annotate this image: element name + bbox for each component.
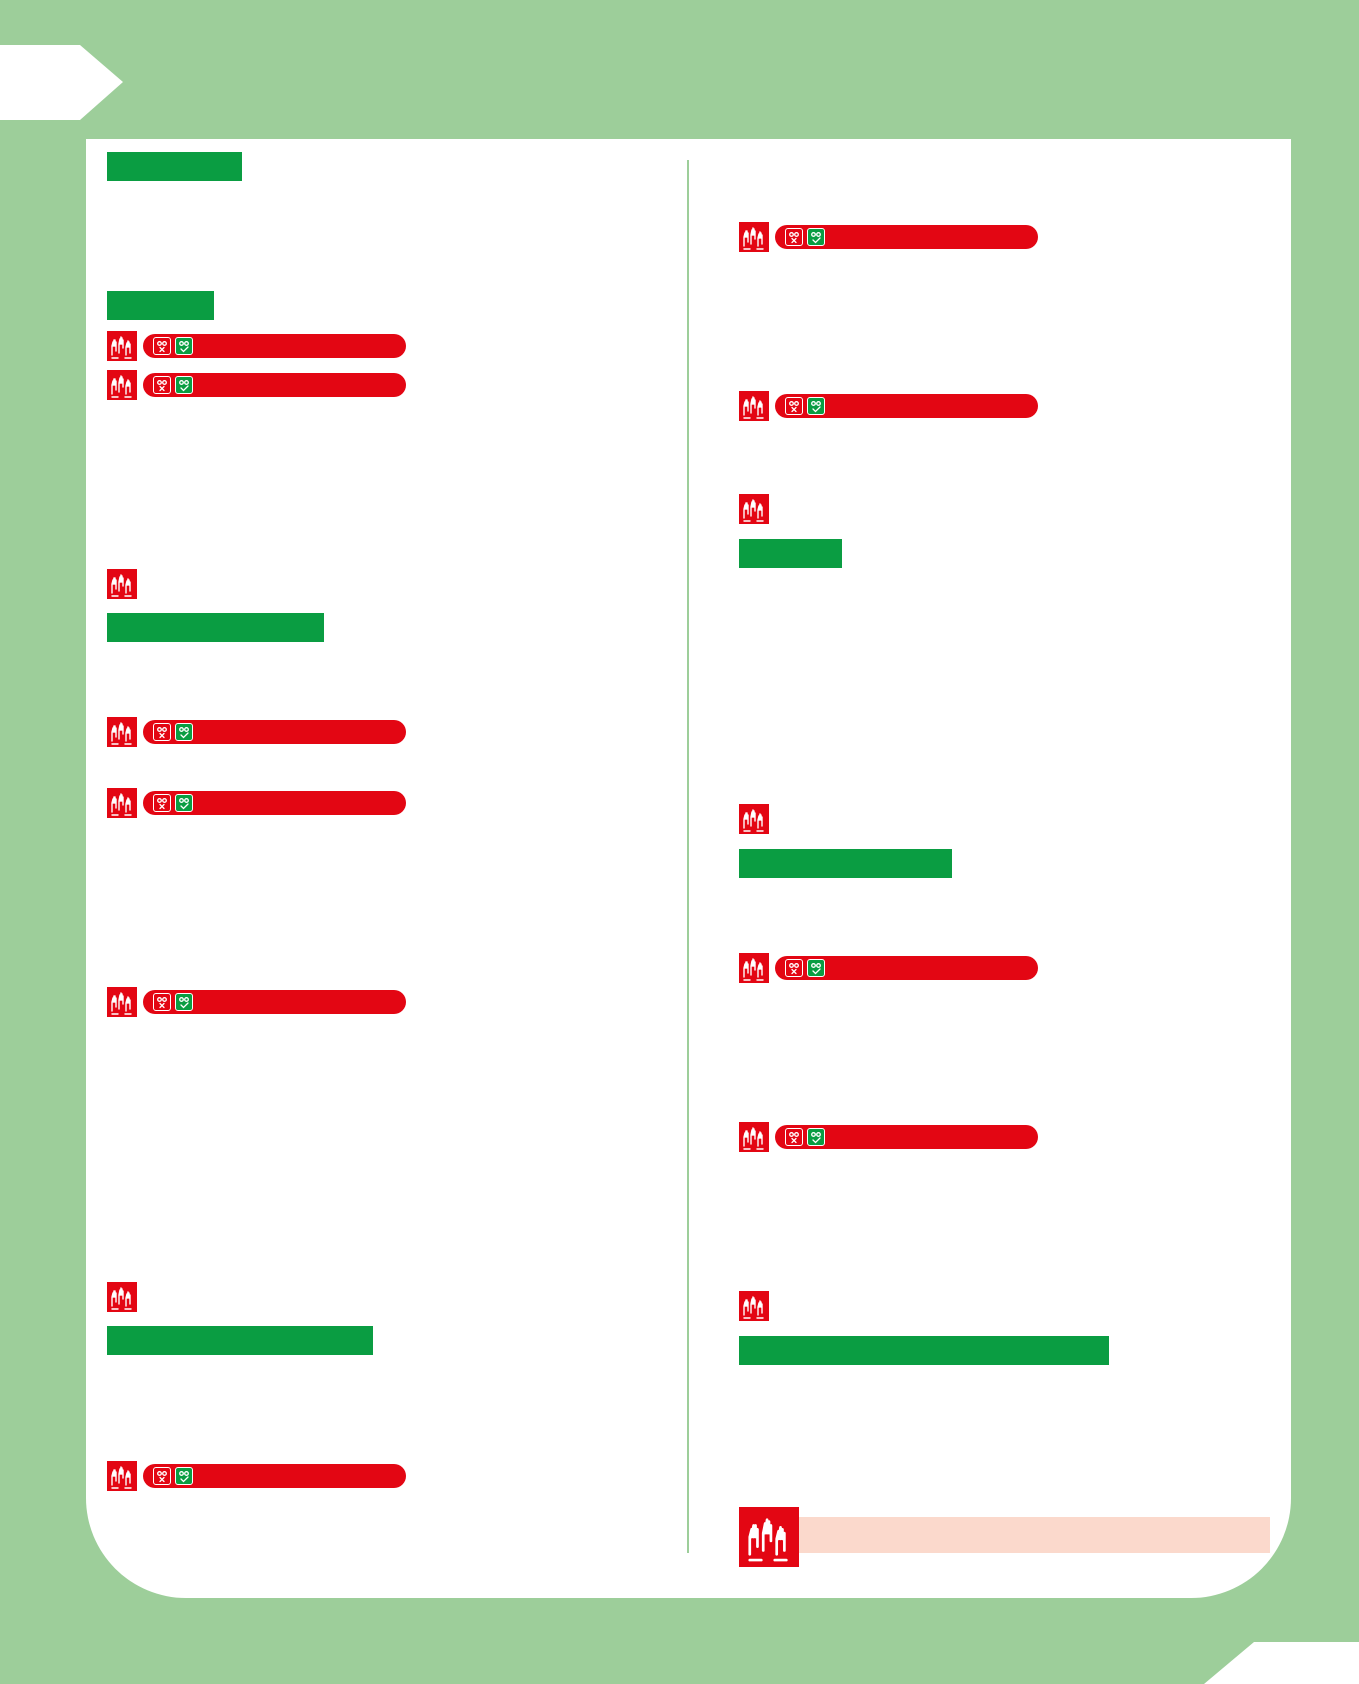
rating-pill bbox=[775, 225, 1038, 249]
happy-face-check-icon bbox=[175, 794, 193, 812]
raised-hands-icon bbox=[739, 1291, 769, 1321]
rating-pill bbox=[775, 1125, 1038, 1149]
sad-face-cross-icon bbox=[785, 959, 803, 977]
raised-hands-icon bbox=[107, 1282, 137, 1312]
rating-pill bbox=[143, 373, 406, 397]
right-heading-bar-1 bbox=[739, 539, 842, 568]
raised-hands-icon bbox=[739, 1122, 769, 1152]
sad-face-cross-icon bbox=[153, 723, 171, 741]
right-heading-bar-3 bbox=[739, 1336, 1109, 1365]
rating-pill bbox=[775, 956, 1038, 980]
happy-face-check-icon bbox=[175, 376, 193, 394]
rating-pill bbox=[143, 334, 406, 358]
raised-hands-icon bbox=[739, 494, 769, 524]
happy-face-check-icon bbox=[807, 1128, 825, 1146]
raised-hands-icon bbox=[107, 1461, 137, 1491]
corner-tab-top-left bbox=[0, 45, 123, 120]
sad-face-cross-icon bbox=[785, 397, 803, 415]
left-heading-bar-1 bbox=[107, 152, 242, 181]
sad-face-cross-icon bbox=[153, 993, 171, 1011]
happy-face-check-icon bbox=[807, 959, 825, 977]
sad-face-cross-icon bbox=[153, 376, 171, 394]
note-box bbox=[799, 1517, 1270, 1553]
happy-face-check-icon bbox=[807, 397, 825, 415]
raised-hands-icon bbox=[107, 717, 137, 747]
rating-pill bbox=[143, 720, 406, 744]
corner-tab-bottom-right bbox=[1204, 1642, 1359, 1684]
left-heading-bar-3 bbox=[107, 613, 324, 642]
raised-hands-icon bbox=[107, 370, 137, 400]
sad-face-cross-icon bbox=[153, 1467, 171, 1485]
left-heading-bar-2 bbox=[107, 291, 214, 320]
sad-face-cross-icon bbox=[785, 1128, 803, 1146]
sad-face-cross-icon bbox=[153, 794, 171, 812]
raised-hands-icon bbox=[107, 987, 137, 1017]
sad-face-cross-icon bbox=[153, 337, 171, 355]
right-heading-bar-2 bbox=[739, 849, 952, 878]
left-heading-bar-4 bbox=[107, 1326, 373, 1355]
happy-face-check-icon bbox=[175, 337, 193, 355]
raised-hands-icon bbox=[739, 804, 769, 834]
raised-hands-icon bbox=[739, 222, 769, 252]
sad-face-cross-icon bbox=[785, 228, 803, 246]
raised-hands-icon bbox=[107, 788, 137, 818]
happy-face-check-icon bbox=[807, 228, 825, 246]
rating-pill bbox=[143, 990, 406, 1014]
happy-face-check-icon bbox=[175, 723, 193, 741]
raised-hands-icon bbox=[739, 391, 769, 421]
raised-hands-icon bbox=[107, 569, 137, 599]
rating-pill bbox=[775, 394, 1038, 418]
column-divider bbox=[687, 160, 689, 1553]
happy-face-check-icon bbox=[175, 993, 193, 1011]
raised-hands-icon bbox=[107, 331, 137, 361]
rating-pill bbox=[143, 1464, 406, 1488]
happy-face-check-icon bbox=[175, 1467, 193, 1485]
raised-hands-icon bbox=[739, 953, 769, 983]
raised-hands-icon bbox=[739, 1507, 799, 1567]
rating-pill bbox=[143, 791, 406, 815]
